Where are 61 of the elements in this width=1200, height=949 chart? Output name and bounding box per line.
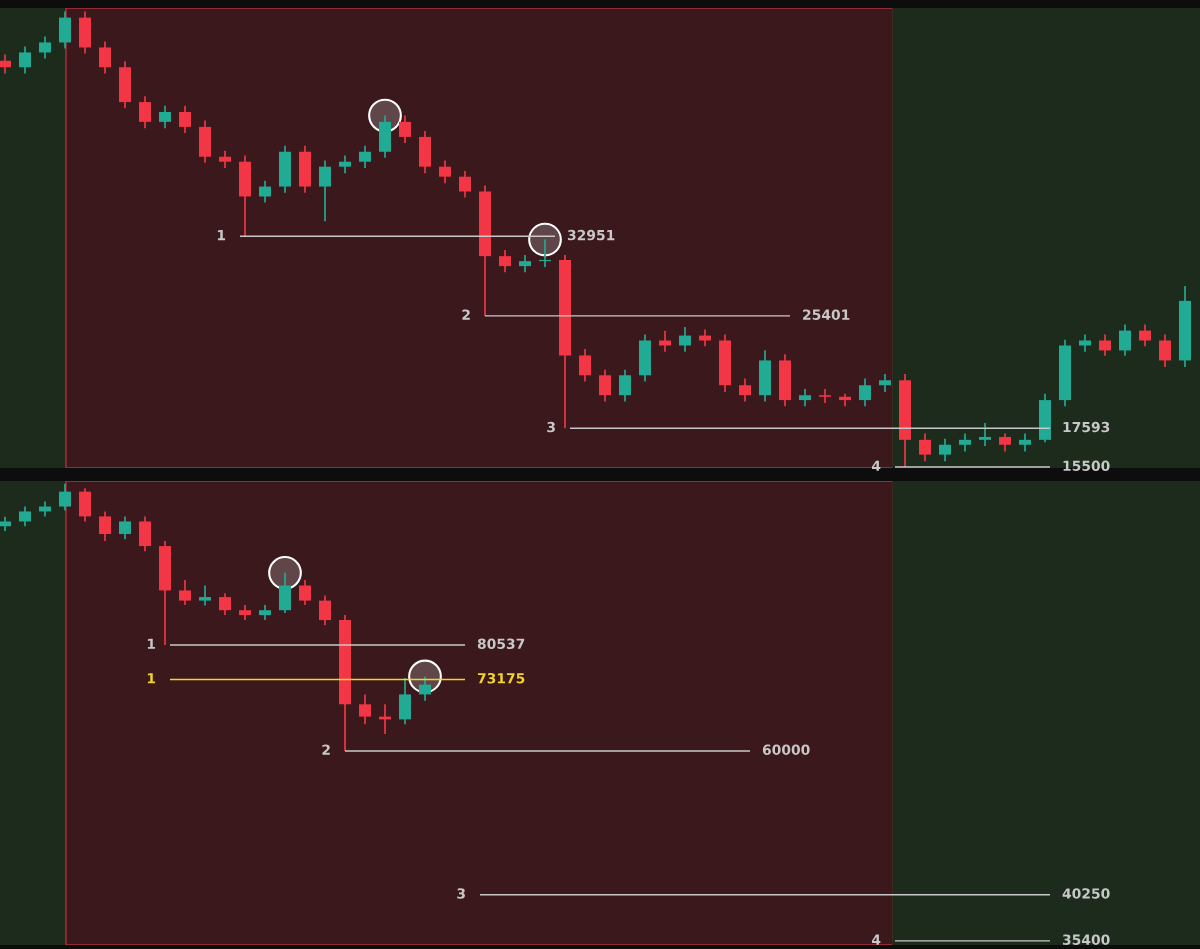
candlestick xyxy=(399,114,411,144)
candlestick xyxy=(299,579,311,606)
candlestick xyxy=(19,505,31,528)
candlestick xyxy=(99,510,111,542)
candlestick xyxy=(439,159,451,185)
candlestick xyxy=(939,437,951,462)
candlestick xyxy=(1019,432,1031,453)
annotation: 2 xyxy=(322,744,330,755)
text: 4 xyxy=(871,934,881,945)
candlestick xyxy=(419,675,431,702)
ref-line-label: 80537 xyxy=(477,638,525,650)
candlestick xyxy=(1119,323,1131,357)
candlestick xyxy=(819,388,831,404)
annotation: 2 xyxy=(462,309,470,320)
candlestick xyxy=(39,35,51,60)
candlestick xyxy=(859,377,871,408)
candlestick xyxy=(359,144,371,169)
candlestick xyxy=(999,432,1011,453)
candlestick xyxy=(579,348,591,383)
candlestick xyxy=(99,40,111,75)
annotation: 4 xyxy=(871,460,881,471)
candlestick xyxy=(259,180,271,204)
candlestick xyxy=(0,53,11,75)
ref-line-label: 25401 xyxy=(803,309,850,320)
candlestick xyxy=(979,422,991,447)
ref-line-label: 17593 xyxy=(1063,421,1110,433)
text: 3 xyxy=(457,888,465,899)
candlestick xyxy=(619,368,631,403)
ref-line-label: 60000 xyxy=(762,744,810,755)
candlestick xyxy=(359,693,371,726)
candlestick xyxy=(959,432,971,453)
annotation: 3 xyxy=(547,421,555,433)
candlestick xyxy=(199,584,211,607)
candlestick xyxy=(319,594,331,626)
candlestick xyxy=(459,170,471,199)
candlestick xyxy=(499,249,511,274)
candlestick xyxy=(919,432,931,462)
ref-line-label: 73175 xyxy=(477,673,525,684)
candlestick xyxy=(659,329,671,353)
ref-line-label: 32951 xyxy=(567,229,615,241)
candlestick xyxy=(599,368,611,403)
candlestick xyxy=(319,159,331,223)
annotation: 1 xyxy=(147,638,156,649)
candlestick xyxy=(739,377,751,403)
candlestick xyxy=(179,579,191,606)
candlestick xyxy=(1139,323,1151,348)
annotation: 1 xyxy=(217,230,226,241)
annotation: 1 xyxy=(147,673,156,684)
candlestick xyxy=(679,326,691,353)
ref-line-label: 40250 xyxy=(1062,888,1110,899)
candlestick xyxy=(139,95,151,130)
candlestick xyxy=(1159,333,1171,368)
candlestick xyxy=(1099,333,1111,357)
candlestick xyxy=(119,515,131,541)
candlestick xyxy=(179,104,191,134)
candlestick xyxy=(59,483,71,512)
ref-line-label: 35400 xyxy=(1062,934,1110,945)
ref-line-label: 15500 xyxy=(1063,460,1110,472)
candlestick xyxy=(19,45,31,75)
candlestick xyxy=(159,104,171,130)
candlestick xyxy=(219,592,231,616)
